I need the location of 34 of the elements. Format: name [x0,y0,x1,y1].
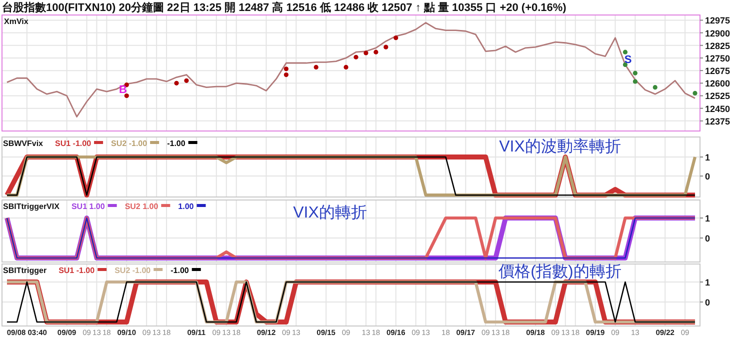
y-tick-label: 12825 [705,40,730,51]
legend-label: SU2 1.00 [124,202,159,211]
legend-label: SU1 1.00 [71,202,106,211]
chart-title: SBWVFvix [3,139,44,148]
y-tick-label: 12375 [705,116,730,126]
annotation: S [624,54,632,66]
annotation: VIX的轉折 [293,204,367,222]
annotation: VIX的波動率轉折 [499,138,621,156]
legend-label: -1.00 [170,266,190,275]
legend-label: SU2 -1.00 [111,139,148,148]
legend-label: SU1 -1.00 [58,266,96,275]
y-tick-label: 0 [705,172,710,182]
annotation: B [119,84,128,96]
chart-title: SBITtrigger [3,266,47,275]
y-tick-label: 0 [705,298,710,308]
chart-title: 台股指數100(FITXN10) 20分鐘圖 22日 13:25 開 12487 高 12516 低 12486 收 12507 ↑ 點 量 10355 口 +20 (+0.16%) [2,1,567,14]
legend-label: 1.00 [178,202,194,211]
y-tick-label: 12525 [705,91,730,102]
y-tick-label: 12450 [705,104,730,114]
chart-title: SBITtriggerVIX [3,202,60,211]
y-tick-label: 12975 [705,16,730,26]
y-tick-label: 12675 [705,66,730,76]
chart-subtitle: XmVix [4,17,29,26]
y-tick-label: 12900 [705,28,730,38]
y-tick-label: 12600 [705,78,730,89]
y-tick-label: 1 [705,214,710,224]
annotation: 價格(指數)的轉折 [498,262,622,281]
legend-label: SU2 -1.00 [114,266,152,275]
legend-label: SU1 -1.00 [55,139,92,148]
y-tick-label: 1 [705,152,710,162]
y-tick-label: 0 [705,234,710,244]
y-tick-label: 12750 [705,53,730,64]
y-tick-label: 1 [705,278,710,288]
legend-label: -1.00 [167,139,186,148]
